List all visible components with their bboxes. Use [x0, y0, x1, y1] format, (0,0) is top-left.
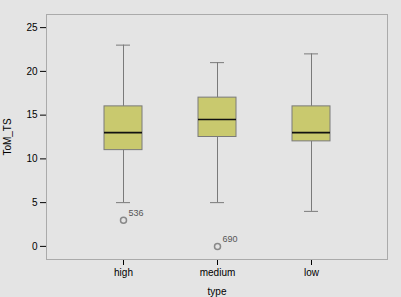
svg-text:0: 0 [32, 241, 38, 252]
svg-text:low: low [304, 267, 320, 278]
svg-text:10: 10 [26, 153, 38, 164]
svg-text:ToM_TS: ToM_TS [2, 118, 13, 156]
svg-text:5: 5 [32, 197, 38, 208]
svg-text:15: 15 [26, 109, 38, 120]
svg-text:25: 25 [26, 22, 38, 33]
svg-text:medium: medium [200, 267, 236, 278]
svg-text:20: 20 [26, 66, 38, 77]
svg-text:536: 536 [129, 208, 144, 218]
svg-text:690: 690 [223, 234, 238, 244]
svg-text:type: type [208, 286, 227, 297]
svg-text:high: high [114, 267, 133, 278]
